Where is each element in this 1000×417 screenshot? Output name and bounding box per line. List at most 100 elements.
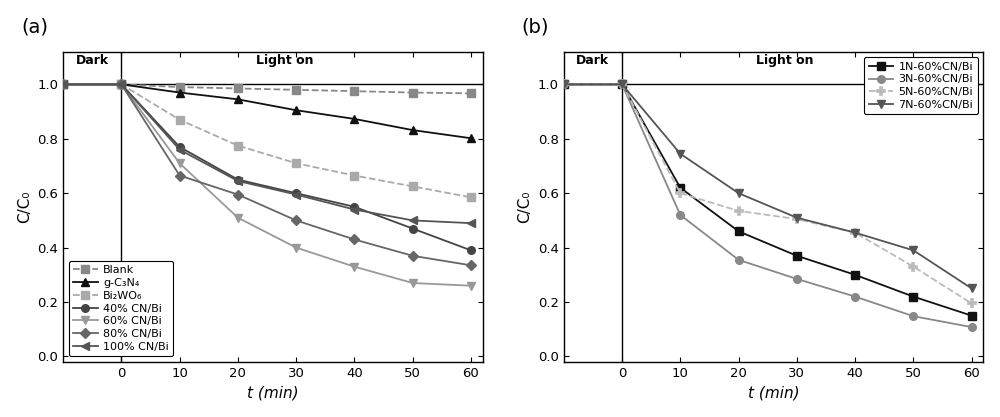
3N-60%CN/Bi <box>791 276 803 281</box>
80% CN/Bi <box>290 218 302 223</box>
Line: Blank: Blank <box>59 80 475 97</box>
3N-60%CN/Bi <box>733 257 745 262</box>
7N-60%CN/Bi <box>849 230 861 235</box>
5N-60%CN/Bi <box>907 264 919 269</box>
80% CN/Bi <box>57 82 69 87</box>
1N-60%CN/Bi <box>674 185 686 190</box>
Line: 60% CN/Bi: 60% CN/Bi <box>59 80 475 289</box>
Line: 1N-60%CN/Bi: 1N-60%CN/Bi <box>560 80 975 319</box>
Text: (b): (b) <box>522 17 549 36</box>
3N-60%CN/Bi <box>558 82 570 87</box>
7N-60%CN/Bi <box>791 215 803 220</box>
Y-axis label: C/C₀: C/C₀ <box>17 191 32 223</box>
Y-axis label: C/C₀: C/C₀ <box>517 191 532 223</box>
100% CN/Bi <box>348 207 360 212</box>
1N-60%CN/Bi <box>558 82 570 87</box>
g-C₃N₄ <box>57 82 69 87</box>
60% CN/Bi <box>348 264 360 269</box>
g-C₃N₄ <box>174 90 186 95</box>
100% CN/Bi <box>407 218 419 223</box>
100% CN/Bi <box>232 178 244 183</box>
40% CN/Bi <box>407 226 419 231</box>
40% CN/Bi <box>232 177 244 182</box>
Blank <box>232 86 244 91</box>
Line: 100% CN/Bi: 100% CN/Bi <box>59 80 475 227</box>
g-C₃N₄ <box>290 108 302 113</box>
Line: 5N-60%CN/Bi: 5N-60%CN/Bi <box>560 80 976 308</box>
100% CN/Bi <box>465 221 477 226</box>
3N-60%CN/Bi <box>966 324 978 329</box>
Blank <box>174 85 186 90</box>
g-C₃N₄ <box>465 136 477 141</box>
Blank <box>290 87 302 92</box>
1N-60%CN/Bi <box>791 253 803 258</box>
Text: Dark: Dark <box>576 54 609 67</box>
Bi₂WO₆ <box>465 195 477 200</box>
Blank <box>57 82 69 87</box>
5N-60%CN/Bi <box>733 208 745 214</box>
Bi₂WO₆ <box>407 184 419 189</box>
7N-60%CN/Bi <box>558 82 570 87</box>
1N-60%CN/Bi <box>849 272 861 277</box>
5N-60%CN/Bi <box>966 301 978 306</box>
5N-60%CN/Bi <box>791 216 803 221</box>
Bi₂WO₆ <box>290 161 302 166</box>
5N-60%CN/Bi <box>674 191 686 196</box>
80% CN/Bi <box>174 173 186 178</box>
40% CN/Bi <box>290 191 302 196</box>
X-axis label: t (min): t (min) <box>748 385 799 400</box>
Line: 3N-60%CN/Bi: 3N-60%CN/Bi <box>560 80 975 331</box>
g-C₃N₄ <box>232 97 244 102</box>
1N-60%CN/Bi <box>966 313 978 318</box>
1N-60%CN/Bi <box>907 294 919 299</box>
Line: Bi₂WO₆: Bi₂WO₆ <box>59 80 475 201</box>
5N-60%CN/Bi <box>849 230 861 235</box>
7N-60%CN/Bi <box>907 248 919 253</box>
1N-60%CN/Bi <box>733 229 745 234</box>
Text: Dark: Dark <box>76 54 109 67</box>
100% CN/Bi <box>290 192 302 197</box>
X-axis label: t (min): t (min) <box>247 385 299 400</box>
Text: Light on: Light on <box>756 54 814 67</box>
40% CN/Bi <box>57 82 69 87</box>
Line: 80% CN/Bi: 80% CN/Bi <box>59 80 475 269</box>
60% CN/Bi <box>57 82 69 87</box>
100% CN/Bi <box>115 82 127 87</box>
60% CN/Bi <box>290 245 302 250</box>
80% CN/Bi <box>348 237 360 242</box>
60% CN/Bi <box>174 161 186 166</box>
40% CN/Bi <box>348 204 360 209</box>
3N-60%CN/Bi <box>849 294 861 299</box>
Bi₂WO₆ <box>232 143 244 148</box>
7N-60%CN/Bi <box>966 286 978 291</box>
80% CN/Bi <box>407 253 419 258</box>
7N-60%CN/Bi <box>674 151 686 156</box>
Line: g-C₃N₄: g-C₃N₄ <box>59 80 475 142</box>
1N-60%CN/Bi <box>616 82 628 87</box>
g-C₃N₄ <box>115 82 127 87</box>
80% CN/Bi <box>115 82 127 87</box>
60% CN/Bi <box>232 215 244 220</box>
100% CN/Bi <box>174 147 186 152</box>
Bi₂WO₆ <box>174 117 186 122</box>
60% CN/Bi <box>115 82 127 87</box>
80% CN/Bi <box>465 263 477 268</box>
Text: Light on: Light on <box>256 54 313 67</box>
3N-60%CN/Bi <box>674 213 686 218</box>
60% CN/Bi <box>465 283 477 288</box>
g-C₃N₄ <box>407 128 419 133</box>
40% CN/Bi <box>465 248 477 253</box>
7N-60%CN/Bi <box>733 191 745 196</box>
100% CN/Bi <box>57 82 69 87</box>
80% CN/Bi <box>232 192 244 197</box>
g-C₃N₄ <box>348 116 360 121</box>
Bi₂WO₆ <box>348 173 360 178</box>
Blank <box>407 90 419 95</box>
Bi₂WO₆ <box>115 82 127 87</box>
5N-60%CN/Bi <box>558 82 570 87</box>
Blank <box>465 91 477 96</box>
Text: (a): (a) <box>21 17 48 36</box>
Line: 7N-60%CN/Bi: 7N-60%CN/Bi <box>560 80 975 292</box>
7N-60%CN/Bi <box>616 82 628 87</box>
3N-60%CN/Bi <box>907 314 919 319</box>
